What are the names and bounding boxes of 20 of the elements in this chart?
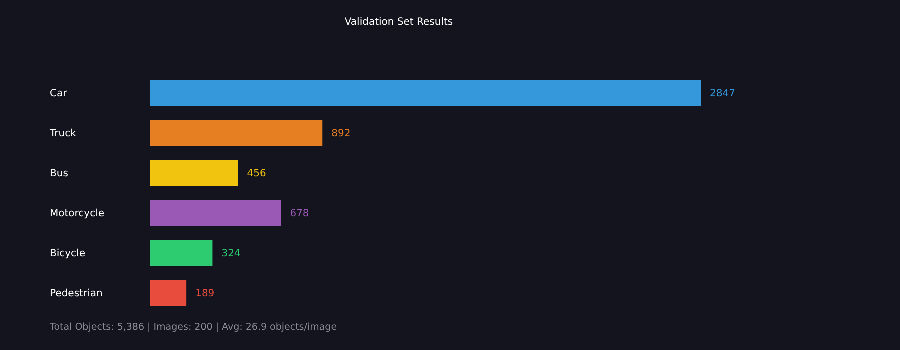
bar	[150, 120, 323, 146]
y-tick-label: Pedestrian	[50, 288, 103, 300]
bar	[150, 200, 282, 226]
y-tick-label: Car	[50, 88, 68, 100]
data-label: 456	[247, 168, 266, 180]
bar	[150, 160, 238, 186]
bar	[150, 80, 701, 106]
y-tick-label: Truck	[49, 128, 77, 140]
data-label: 2847	[710, 88, 736, 100]
data-label: 678	[290, 208, 310, 220]
bar	[150, 280, 187, 306]
text: Total Objects: 5,386 | Images: 200 | Avg: 26.9 objects/image	[49, 322, 338, 333]
y-tick-label: Bicycle	[50, 248, 86, 260]
data-label: 892	[332, 128, 351, 140]
data-label: 324	[222, 248, 241, 260]
chart-title: Validation Set Results	[344, 17, 454, 28]
bar	[150, 240, 213, 266]
data-label: 189	[196, 288, 215, 300]
y-tick-label: Motorcycle	[50, 208, 105, 220]
y-tick-label: Bus	[50, 168, 68, 180]
